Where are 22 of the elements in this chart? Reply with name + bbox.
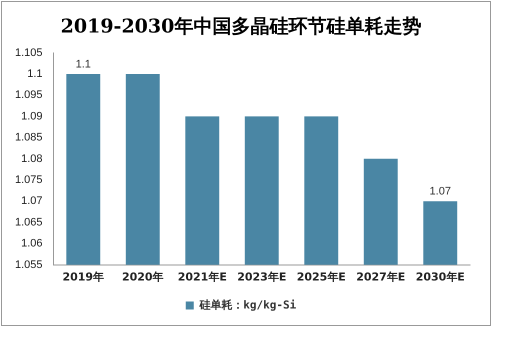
x-tick-label: 2019年 bbox=[62, 270, 104, 284]
y-tick-label: 1.085 bbox=[14, 132, 43, 144]
y-tick-label: 1.065 bbox=[14, 216, 43, 228]
y-tick-label: 1.075 bbox=[14, 174, 43, 186]
y-tick-label: 1.105 bbox=[14, 46, 43, 59]
x-tick-label: 2023年E bbox=[237, 270, 286, 284]
data-label: 1.07 bbox=[430, 186, 451, 198]
y-tick-label: 1.08 bbox=[21, 152, 43, 165]
x-tick-label: 2027年E bbox=[356, 270, 406, 284]
legend-label: 硅单耗：kg/kg-Si bbox=[198, 298, 297, 312]
y-tick-label: 1.1 bbox=[27, 68, 43, 80]
y-tick-label: 1.09 bbox=[21, 110, 43, 122]
x-tick-label: 2030年E bbox=[416, 270, 465, 284]
y-tick-label: 1.055 bbox=[14, 258, 43, 271]
y-tick-label: 1.095 bbox=[14, 89, 43, 102]
data-label: 1.1 bbox=[76, 58, 91, 71]
x-tick-label: 2025年E bbox=[296, 270, 346, 284]
x-tick-label: 2020年 bbox=[122, 270, 164, 284]
y-tick-label: 1.06 bbox=[21, 238, 43, 250]
y-tick-label: 1.07 bbox=[21, 195, 43, 208]
x-tick-label: 2021年E bbox=[178, 270, 227, 284]
chart-title: 2019-2030年中国多晶硅环节硅单耗走势 bbox=[60, 15, 422, 38]
